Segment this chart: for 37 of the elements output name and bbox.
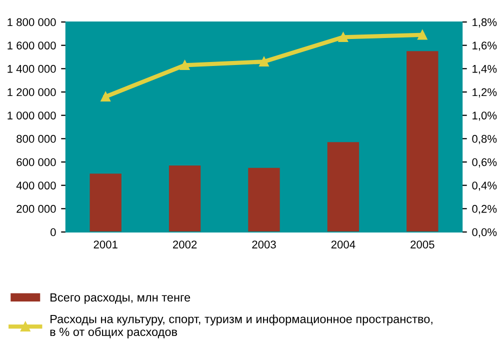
bar	[406, 51, 438, 232]
point	[259, 56, 269, 67]
bar	[327, 142, 360, 232]
y-tick-label: 1 400 000	[8, 64, 56, 73]
bar	[90, 174, 122, 232]
y-tick-label: 1 600 000	[8, 42, 56, 50]
y-tick-label: 1 200 000	[8, 88, 56, 96]
y2-tick-label: 0,4%	[472, 182, 497, 191]
y2-tick-label: 1,2%	[472, 88, 497, 98]
point	[338, 32, 348, 42]
y-tick-label: 0	[50, 228, 56, 236]
point	[418, 30, 428, 40]
bar	[248, 168, 280, 232]
y2-tick-label: 1,4%	[472, 64, 497, 74]
y-tick-label: 600 000	[16, 158, 56, 166]
point	[100, 92, 110, 102]
y2-tick-label: 1,8%	[472, 18, 497, 28]
y-tick-label: 200 000	[16, 204, 56, 213]
y-tick-label: 1 800 000	[8, 18, 56, 26]
point	[180, 60, 190, 70]
y2-tick-label: 1,0%	[472, 112, 497, 121]
y2-tick-label: 0,2%	[472, 204, 497, 214]
y2-tick-label: 1,6%	[472, 42, 497, 51]
y-tick-label: 400 000	[16, 182, 56, 190]
y-tick-label: 800 000	[16, 134, 56, 143]
y2-tick-label: 0,0%	[472, 228, 497, 238]
legend-label: Расходы на культуру, спорт, туризм и информационное пространство, в % от общих расходов	[50, 314, 432, 338]
x-tick-label: 2002	[173, 240, 197, 248]
x-tick-label: 2005	[410, 240, 434, 248]
x-tick-label: 2001	[94, 240, 118, 248]
y2-tick-label: 0,6%	[472, 158, 497, 168]
legend-label: Всего расходы, млн тенге	[50, 293, 190, 304]
bar	[168, 166, 201, 232]
x-tick-label: 2004	[331, 240, 356, 248]
y2-tick-label: 0,8%	[472, 134, 497, 144]
x-tick-label: 2003	[252, 240, 276, 248]
y-tick-label: 1 000 000	[8, 112, 56, 120]
